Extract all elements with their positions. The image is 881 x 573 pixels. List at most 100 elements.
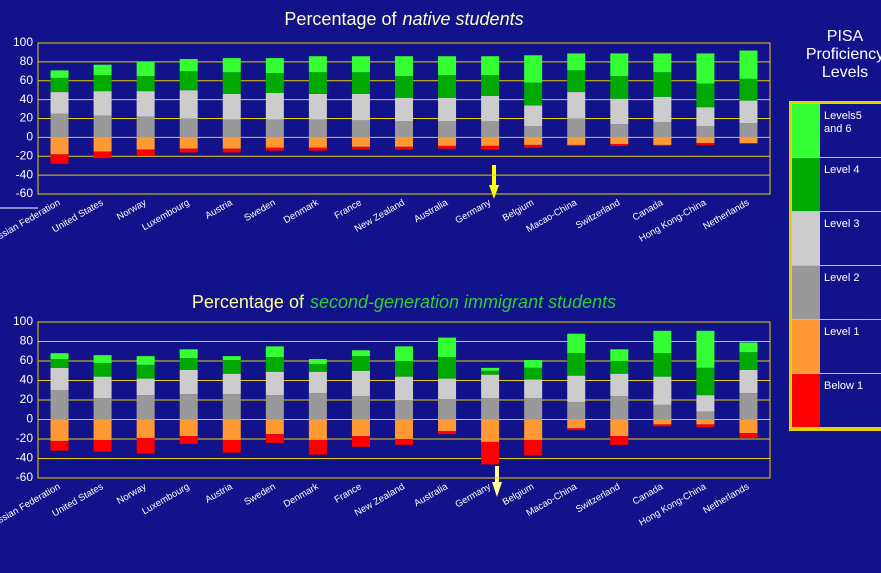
bar-segment (50, 353, 69, 360)
bar-segment (438, 121, 457, 138)
bar-segment (696, 411, 715, 420)
bar-segment (265, 371, 284, 396)
bar-segment (524, 126, 543, 138)
bar-segment (93, 75, 112, 92)
bar-segment (481, 398, 500, 420)
bar-segment (93, 398, 112, 420)
x-tick-label: Switzerland (574, 481, 622, 515)
bar-segment (567, 333, 586, 354)
bar-segment (308, 56, 327, 73)
bar-segment (567, 419, 586, 429)
bar-segment (50, 419, 69, 441)
bar-segment (222, 72, 241, 94)
bar-segment (481, 419, 500, 442)
x-tick-label: Canada (631, 481, 666, 508)
bar-segment (351, 146, 370, 150)
bar-segment (481, 370, 500, 375)
bar-segment (653, 353, 672, 377)
bar-segment (265, 434, 284, 443)
bar-segment (50, 113, 69, 138)
bar-segment (351, 137, 370, 147)
bar-segment (567, 401, 586, 420)
bar-segment (136, 364, 155, 379)
bar-segment (222, 137, 241, 149)
bar-segment (481, 137, 500, 146)
bar-segment (222, 148, 241, 153)
bar-segment (222, 93, 241, 120)
bar-segment (653, 53, 672, 73)
bar-segment (395, 146, 413, 150)
legend-swatch (792, 320, 820, 373)
bar-segment (610, 396, 629, 420)
bar-segment (351, 356, 370, 371)
bar-segment (50, 367, 69, 391)
bar-segment (524, 82, 543, 106)
bar-segment (739, 433, 758, 439)
arrow (492, 466, 502, 497)
bar-segment (50, 390, 69, 420)
bar-segment (50, 154, 69, 164)
x-tick-label: France (333, 481, 364, 505)
bar-segment (395, 121, 413, 138)
bar-segment (739, 419, 758, 434)
bar-segment (351, 56, 370, 73)
bar-segment (696, 330, 715, 368)
bar-segment (481, 145, 500, 150)
bar-segment (308, 72, 327, 94)
bar-segment (308, 359, 327, 364)
x-tick-label: Norway (115, 481, 149, 507)
legend-swatch (792, 104, 820, 157)
legend-label: Level 1 (824, 326, 860, 338)
bar-segment (524, 379, 543, 399)
bar-segment (93, 355, 112, 363)
x-tick-label: Denmark (282, 481, 321, 510)
bar-segment (696, 419, 715, 425)
bar-segment (179, 137, 198, 149)
bar-segment (438, 378, 457, 400)
x-tick-label: Germany (454, 481, 494, 510)
bar-segment (696, 83, 715, 108)
bar-segment (136, 378, 155, 396)
y-tick-label: 0 (26, 130, 33, 144)
bar-segment (308, 147, 327, 151)
bar-segment (653, 144, 672, 146)
bar-segment (265, 73, 284, 94)
bar-segment (136, 116, 155, 138)
y-tick-label: 20 (20, 392, 34, 406)
bar-segment (610, 53, 629, 77)
y-tick-label: 0 (26, 412, 33, 426)
bar-segment (696, 395, 715, 412)
y-tick-label: 40 (20, 92, 34, 106)
bar-segment (653, 330, 672, 354)
bar-segment (308, 93, 327, 120)
title-text: Percentage of (284, 9, 397, 29)
bar-segment (696, 137, 715, 144)
bar-segment (179, 71, 198, 91)
bar-segment (524, 367, 543, 380)
bar-segment (50, 77, 69, 93)
x-tick-label: Belgium (501, 481, 536, 508)
bar-segment (93, 439, 112, 452)
y-tick-label: 80 (20, 54, 34, 68)
bar-segment (524, 360, 543, 368)
bar-segment (610, 349, 629, 361)
x-tick-label: Netherlands (701, 197, 751, 232)
x-tick-label: Norway (115, 197, 149, 223)
x-tick-label: Germany (454, 197, 494, 226)
bar-segment (136, 395, 155, 420)
bar-segment (739, 123, 758, 138)
bar-segment (179, 349, 198, 359)
bar-segment (438, 337, 457, 358)
bar-segment (696, 424, 715, 428)
x-tick-label: Belgium (501, 197, 536, 224)
bar-segment (222, 119, 241, 138)
bar-segment (395, 400, 413, 420)
bar-segment (136, 419, 155, 439)
bar-segment (265, 93, 284, 120)
bar-segment (739, 100, 758, 124)
bar-segment (438, 357, 457, 379)
x-tick-label: Sweden (242, 197, 277, 224)
legend-entry: Level 2 (792, 266, 881, 320)
x-tick-label: Luxembourg (140, 481, 191, 517)
